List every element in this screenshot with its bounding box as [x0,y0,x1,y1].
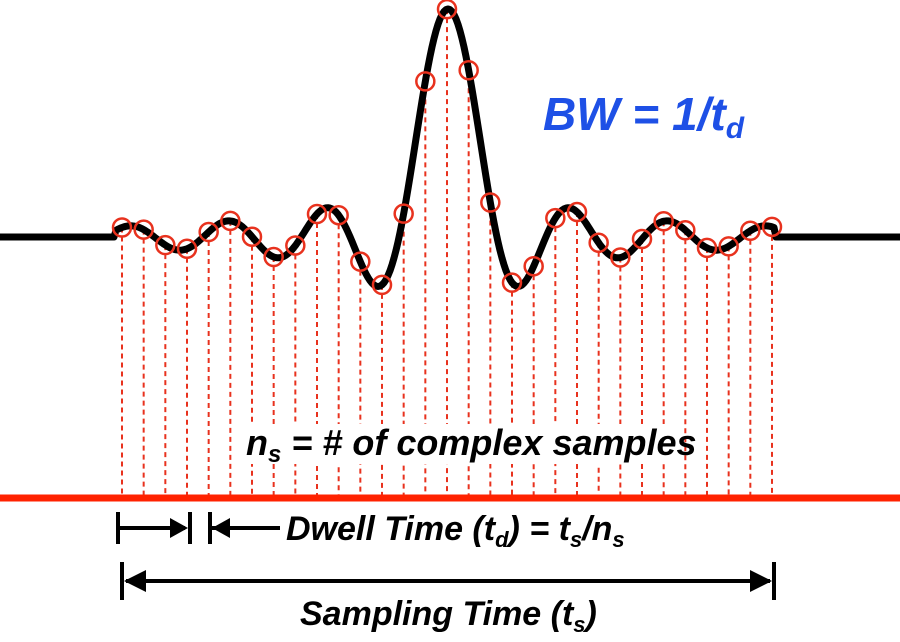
sample-point [176,238,198,260]
sample-point [523,256,544,277]
sample-point [328,204,349,226]
sample-point [653,210,674,232]
dwell-label-bg [280,508,658,550]
sampling-label: Sampling Time (ts) [300,595,597,637]
sample-point [761,216,783,238]
sample-point [241,226,263,247]
sample-point [610,247,631,268]
sample-point [718,236,739,257]
sample-point [675,219,696,241]
bandwidth-label: BW = 1/td [543,88,745,145]
sample-point [111,217,133,238]
sample-point [263,246,284,268]
sample-point [566,201,588,223]
samples-label: ns = # of complex samples [246,422,697,468]
sample-point [198,221,219,243]
sample-point [545,207,566,229]
sample-point [436,0,458,20]
sampling-arrow-right-head [750,570,772,592]
sample-point [501,272,523,293]
sample-point [415,71,436,92]
sample-point [480,192,501,213]
sample-point [631,228,653,250]
sample-point [458,59,479,81]
sample-point [155,234,176,256]
sample-point [588,232,609,254]
signal-curve [0,5,900,290]
dwell-arrow-left-head [170,518,188,538]
sample-point [133,219,154,240]
sample-point [306,203,328,225]
sample-point [740,220,761,242]
sample-point [393,203,414,224]
sample-point [220,210,241,232]
sample-point [371,274,393,296]
sample-point [285,235,306,256]
sample-point [350,251,371,272]
samples-label-bg [240,424,676,464]
sample-points [111,0,783,296]
dwell-arrow-right-head [212,518,230,538]
sample-point [696,237,718,259]
dwell-label: Dwell Time (td) = ts/ns [286,510,625,552]
sampling-arrow-left-head [124,570,146,592]
